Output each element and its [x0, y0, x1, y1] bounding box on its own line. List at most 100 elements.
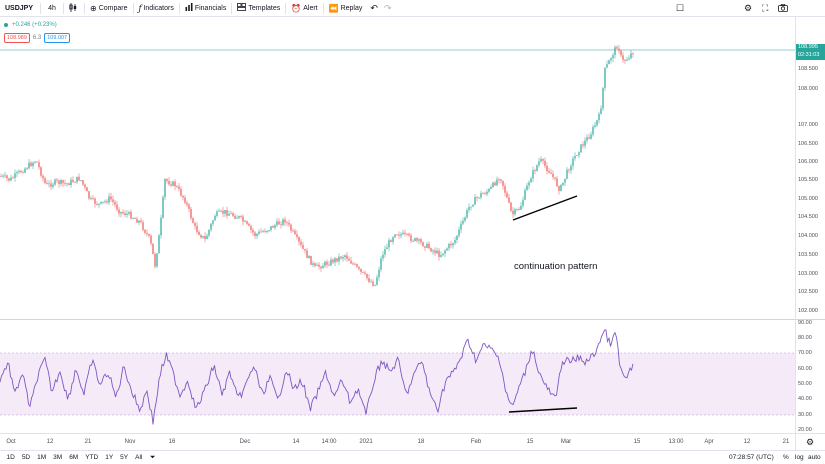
range-picker-icon[interactable]: ⏷: [149, 453, 156, 461]
candle-body: [456, 235, 458, 241]
candle-body: [490, 187, 492, 189]
candle-body: [82, 180, 84, 185]
candle-body: [364, 272, 366, 274]
time-scale-settings-button[interactable]: ⚙: [806, 437, 814, 448]
candle-body: [474, 197, 476, 205]
candle-body: [368, 278, 370, 282]
candle-body: [184, 197, 186, 203]
bid-price-button[interactable]: 108.989: [4, 33, 30, 43]
interval-button[interactable]: 4h: [41, 0, 63, 17]
price-tick: 102.000: [798, 308, 818, 314]
candle-body: [16, 172, 18, 174]
candle-body: [90, 198, 92, 199]
candle-body: [464, 217, 466, 221]
candle-body: [304, 248, 306, 251]
rsi-tick: 40.00: [798, 396, 812, 402]
settings-button[interactable]: ⚙: [744, 0, 752, 17]
templates-label: Templates: [248, 4, 281, 12]
candle-body: [542, 159, 544, 161]
candle-body: [186, 202, 188, 205]
candle-body: [540, 159, 542, 162]
indicators-button[interactable]: ƒ Indicators: [134, 0, 179, 17]
candle-body: [62, 180, 64, 184]
candle-body: [194, 223, 196, 226]
candle-body: [582, 144, 584, 146]
range-button[interactable]: 6M: [69, 454, 79, 461]
candle-body: [58, 180, 60, 185]
candle-body: [42, 175, 44, 179]
candle-body: [252, 229, 254, 233]
price-tick: 102.500: [798, 289, 818, 295]
candle-body: [630, 53, 632, 59]
utc-clock[interactable]: 07:28:57 (UTC): [729, 454, 774, 461]
candle-body: [512, 210, 514, 215]
candle-body: [84, 184, 86, 188]
financials-button[interactable]: Financials: [180, 0, 232, 17]
candle-body: [92, 198, 94, 199]
price-tick: 104.500: [798, 214, 818, 220]
candle-body: [98, 203, 100, 205]
replay-button[interactable]: ⏪ Replay: [324, 0, 368, 17]
candle-body: [124, 213, 126, 216]
candle-body: [296, 234, 298, 238]
time-tick: 2021: [359, 439, 373, 445]
candle-body: [406, 233, 408, 235]
templates-button[interactable]: Templates: [232, 0, 285, 17]
candle-body: [480, 193, 482, 198]
range-button[interactable]: 1M: [37, 454, 47, 461]
ask-price-button[interactable]: 109.007: [44, 33, 71, 43]
range-button[interactable]: 1D: [6, 454, 15, 461]
fullscreen-box-button[interactable]: ☐: [676, 0, 684, 17]
range-button[interactable]: 5Y: [120, 454, 129, 461]
snapshot-button[interactable]: [778, 0, 788, 17]
candle-body: [284, 219, 286, 223]
candle-body: [110, 196, 112, 200]
undo-button[interactable]: ↶: [367, 0, 381, 17]
candle-body: [116, 204, 118, 210]
candle-body: [356, 264, 358, 268]
candle-body: [494, 182, 496, 186]
candle-body: [372, 281, 374, 286]
redo-button[interactable]: ↷: [381, 0, 395, 17]
candle-body: [320, 266, 322, 269]
range-button[interactable]: YTD: [85, 454, 99, 461]
candle-body: [192, 218, 194, 224]
expand-button[interactable]: ⛶: [762, 0, 768, 17]
candle-body: [386, 247, 388, 250]
range-button[interactable]: 3M: [53, 454, 63, 461]
replay-label: Replay: [340, 4, 363, 12]
candle-body: [354, 263, 356, 265]
range-button[interactable]: 5D: [21, 454, 31, 461]
alert-label: Alert: [303, 4, 318, 12]
settings-gear-icon: ⚙: [806, 437, 815, 447]
log-toggle[interactable]: log: [795, 454, 804, 461]
candle-body: [152, 243, 154, 254]
candle-body: [86, 187, 88, 192]
candle-body: [228, 214, 230, 216]
symbol-search[interactable]: USDJPY: [0, 0, 40, 17]
range-button[interactable]: 1Y: [105, 454, 114, 461]
fullscreen-box-icon: ☐: [676, 3, 685, 13]
candle-body: [246, 221, 248, 224]
candle-body: [552, 173, 554, 178]
candle-body: [392, 237, 394, 242]
compare-plus-icon: ⊕: [90, 3, 97, 13]
alert-button[interactable]: ⏰ Alert: [286, 0, 322, 17]
candle-body: [342, 257, 344, 259]
chart-type-button[interactable]: [64, 0, 84, 17]
candle-body: [352, 263, 354, 265]
continuation-pattern-annotation[interactable]: continuation pattern: [514, 261, 598, 272]
candle-body: [336, 258, 338, 262]
candle-body: [516, 209, 518, 210]
compare-button[interactable]: ⊕ Compare: [85, 0, 133, 17]
auto-toggle[interactable]: auto: [808, 454, 821, 461]
candle-body: [74, 181, 76, 183]
candle-body: [536, 165, 538, 171]
candle-body: [308, 255, 310, 258]
percent-toggle[interactable]: %: [783, 454, 789, 461]
candle-body: [504, 186, 506, 193]
range-button[interactable]: All: [135, 454, 143, 461]
toolbar-divider: [84, 2, 85, 14]
candle-body: [532, 170, 534, 179]
